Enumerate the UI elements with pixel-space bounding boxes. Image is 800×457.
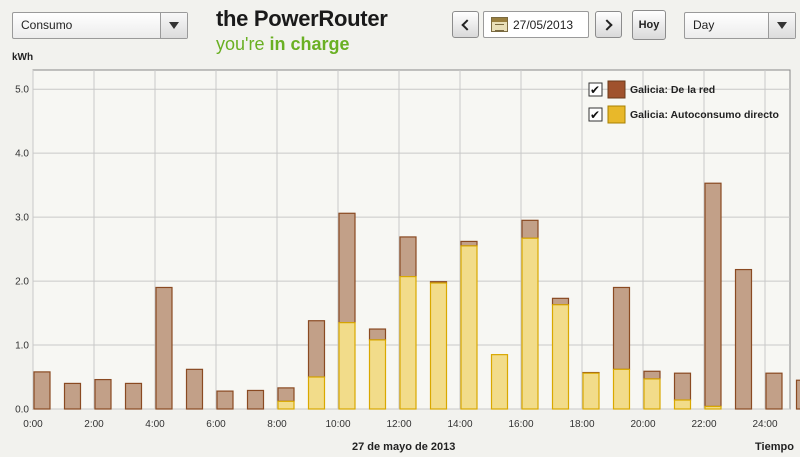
previous-day-button[interactable]	[452, 11, 479, 38]
date-field[interactable]: 27/05/2013	[483, 11, 589, 38]
bar-grid-segment	[307, 320, 326, 378]
legend: ✔ Galicia: De la red ✔ Galicia: Autocons…	[588, 80, 779, 124]
bar-grid-segment	[551, 297, 570, 306]
brand-tag-prefix: you're	[216, 34, 270, 54]
x-tick-label: 22:00	[691, 419, 716, 430]
legend-swatch-red	[607, 80, 626, 99]
bar-auto-segment	[551, 304, 570, 410]
bar-grid-segment	[277, 387, 295, 402]
bar-auto-segment	[307, 376, 326, 410]
bar-grid-segment	[338, 212, 356, 324]
x-axis: 0:00 2:00 4:00 6:00 8:00 10:00 12:00 14:00 16:00…	[23, 419, 778, 430]
bar-auto-segment	[460, 245, 478, 410]
metric-select-value: Consumo	[21, 18, 73, 32]
checkbox-auto[interactable]	[588, 107, 603, 122]
x-tick-label: 10:00	[325, 419, 350, 430]
x-tick-label: 24:00	[752, 419, 777, 430]
chevron-left-icon	[461, 18, 473, 31]
y-axis-label: kWh	[12, 52, 33, 63]
bar-grid-segment	[704, 182, 722, 408]
bar-grid-segment	[795, 379, 800, 410]
x-tick-label: 12:00	[386, 419, 411, 430]
x-tick-label: 2:00	[84, 419, 104, 430]
date-value: 27/05/2013	[513, 17, 574, 32]
y-tick-label: 4.0	[15, 149, 29, 160]
brand-title: the PowerRouter	[216, 6, 388, 31]
legend-item-red[interactable]: ✔ Galicia: De la red	[588, 80, 715, 99]
brand-tag-bold: in charge	[269, 34, 350, 54]
bar-grid-segment	[155, 286, 173, 410]
y-tick-label: 5.0	[15, 85, 29, 96]
calendar-icon[interactable]	[491, 17, 508, 32]
x-axis-label: Tiempo	[755, 441, 794, 453]
energy-chart: 0.0 1.0 2.0 3.0 4.0 5.0 0:00 2:00 4:00 6:00 8:00 1…	[12, 52, 800, 453]
bar-grid-segment	[460, 240, 478, 247]
y-tick-label: 0.0	[15, 405, 29, 416]
bar-grid-segment	[612, 286, 631, 370]
period-select[interactable]: Day	[684, 12, 796, 39]
checkbox-red[interactable]	[588, 82, 603, 97]
bar-auto-segment	[582, 372, 600, 410]
bars	[33, 182, 800, 410]
bar-grid-segment	[33, 371, 51, 410]
bar-grid-segment	[673, 372, 692, 401]
x-tick-label: 20:00	[630, 419, 655, 430]
bar-grid-segment	[63, 382, 82, 410]
brand-tagline: you're in charge	[216, 34, 350, 55]
bar-auto-segment	[704, 405, 722, 410]
x-tick-label: 4:00	[145, 419, 165, 430]
bar-grid-segment	[368, 328, 387, 341]
legend-label-red: Galicia: De la red	[630, 84, 715, 96]
x-tick-label: 18:00	[569, 419, 594, 430]
check-icon: ✔	[590, 108, 600, 122]
bar-grid-segment	[399, 236, 417, 278]
check-icon: ✔	[590, 83, 600, 97]
y-axis: 0.0 1.0 2.0 3.0 4.0 5.0	[15, 85, 29, 416]
x-tick-label: 8:00	[267, 419, 287, 430]
next-day-button[interactable]	[595, 11, 622, 38]
chevron-down-icon[interactable]	[768, 13, 795, 38]
bar-grid-segment	[765, 372, 783, 410]
date-label: 27 de mayo de 2013	[352, 441, 455, 453]
bar-auto-segment	[673, 399, 692, 410]
legend-swatch-auto	[607, 105, 626, 124]
bar-auto-segment	[368, 339, 387, 410]
bar-grid-segment	[185, 368, 204, 410]
today-button[interactable]: Hoy	[632, 10, 666, 40]
chevron-right-icon	[601, 18, 613, 31]
y-tick-label: 2.0	[15, 277, 29, 288]
y-tick-label: 1.0	[15, 341, 29, 352]
bar-grid-segment	[124, 382, 143, 410]
x-tick-label: 6:00	[206, 419, 226, 430]
x-tick-label: 0:00	[23, 419, 43, 430]
x-tick-label: 16:00	[508, 419, 533, 430]
bar-grid-segment	[734, 268, 753, 410]
chevron-down-icon[interactable]	[160, 13, 187, 38]
bar-grid-segment	[94, 378, 112, 410]
bar-auto-segment	[612, 368, 631, 410]
y-tick-label: 3.0	[15, 213, 29, 224]
bar-grid-segment	[643, 370, 661, 380]
legend-item-auto[interactable]: ✔ Galicia: Autoconsumo directo	[588, 105, 779, 124]
bar-grid-segment	[216, 390, 234, 410]
bar-grid-segment	[246, 389, 265, 410]
bar-auto-segment	[521, 237, 539, 410]
metric-select[interactable]: Consumo	[12, 12, 188, 39]
bar-grid-segment	[521, 219, 539, 239]
period-select-value: Day	[693, 18, 715, 32]
bar-auto-segment	[429, 282, 448, 410]
legend-label-auto: Galicia: Autoconsumo directo	[630, 109, 779, 121]
bar-auto-segment	[643, 378, 661, 410]
bar-auto-segment	[490, 354, 509, 410]
bar-auto-segment	[399, 275, 417, 410]
bar-auto-segment	[338, 322, 356, 410]
bar-auto-segment	[277, 400, 295, 410]
x-tick-label: 14:00	[447, 419, 472, 430]
today-button-label: Hoy	[638, 19, 660, 31]
